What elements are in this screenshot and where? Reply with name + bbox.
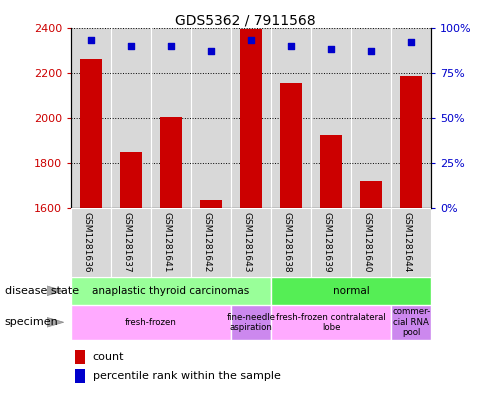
Text: fresh-frozen contralateral
lobe: fresh-frozen contralateral lobe — [276, 312, 386, 332]
Bar — [111, 208, 151, 277]
Point — [167, 42, 175, 49]
Bar — [351, 208, 391, 277]
Bar — [80, 59, 102, 208]
Text: GSM1281637: GSM1281637 — [122, 212, 131, 272]
Point — [368, 48, 375, 54]
Bar — [231, 208, 271, 277]
Polygon shape — [47, 286, 64, 296]
Bar — [360, 181, 382, 208]
Bar — [231, 305, 271, 340]
Text: GSM1281642: GSM1281642 — [202, 212, 211, 272]
Polygon shape — [47, 317, 64, 327]
Text: GSM1281639: GSM1281639 — [322, 212, 331, 272]
Bar — [71, 208, 111, 277]
Bar — [280, 83, 302, 208]
Bar — [160, 117, 182, 208]
Bar — [391, 208, 431, 277]
Bar — [120, 152, 142, 208]
Bar — [71, 305, 231, 340]
Text: GSM1281636: GSM1281636 — [82, 212, 91, 272]
Point — [207, 48, 215, 54]
Text: fine-needle
aspiration: fine-needle aspiration — [226, 312, 275, 332]
Text: GSM1281641: GSM1281641 — [162, 212, 171, 272]
Text: specimen: specimen — [5, 317, 59, 327]
Bar — [200, 200, 222, 208]
Text: count: count — [93, 352, 124, 362]
Text: GSM1281640: GSM1281640 — [362, 212, 371, 272]
Bar — [74, 369, 85, 383]
Bar — [71, 277, 271, 305]
Point — [87, 37, 95, 43]
Text: GSM1281643: GSM1281643 — [242, 212, 251, 272]
Bar — [271, 305, 391, 340]
Text: commer-
cial RNA
pool: commer- cial RNA pool — [392, 307, 430, 337]
Point — [327, 46, 335, 52]
Point — [407, 39, 415, 45]
Text: GSM1281644: GSM1281644 — [402, 212, 411, 272]
Point — [127, 42, 135, 49]
Bar — [391, 305, 431, 340]
Bar — [271, 208, 311, 277]
Point — [247, 37, 255, 43]
Text: GDS5362 / 7911568: GDS5362 / 7911568 — [175, 14, 315, 28]
Bar — [400, 76, 422, 208]
Bar — [74, 350, 85, 364]
Point — [287, 42, 295, 49]
Text: anaplastic thyroid carcinomas: anaplastic thyroid carcinomas — [93, 286, 250, 296]
Bar — [320, 135, 342, 208]
Bar — [191, 208, 231, 277]
Bar — [240, 29, 262, 208]
Text: fresh-frozen: fresh-frozen — [125, 318, 177, 327]
Text: GSM1281638: GSM1281638 — [282, 212, 291, 272]
Text: disease state: disease state — [5, 286, 79, 296]
Bar — [271, 277, 431, 305]
Text: normal: normal — [333, 286, 369, 296]
Bar — [151, 208, 191, 277]
Text: percentile rank within the sample: percentile rank within the sample — [93, 371, 281, 382]
Bar — [311, 208, 351, 277]
